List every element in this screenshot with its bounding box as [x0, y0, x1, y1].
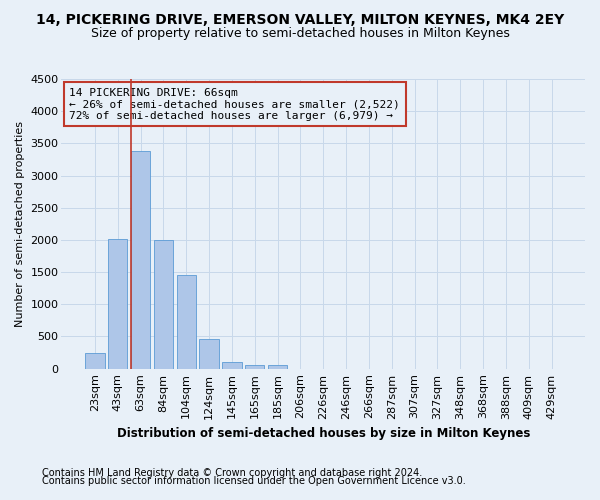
Text: Contains HM Land Registry data © Crown copyright and database right 2024.: Contains HM Land Registry data © Crown c…: [42, 468, 422, 477]
Bar: [176, 276, 196, 368]
Bar: [131, 151, 151, 368]
Bar: [222, 362, 242, 368]
Bar: [85, 352, 104, 368]
Text: Size of property relative to semi-detached houses in Milton Keynes: Size of property relative to semi-detach…: [91, 28, 509, 40]
Text: 14, PICKERING DRIVE, EMERSON VALLEY, MILTON KEYNES, MK4 2EY: 14, PICKERING DRIVE, EMERSON VALLEY, MIL…: [36, 12, 564, 26]
Bar: [154, 240, 173, 368]
Bar: [199, 339, 219, 368]
Y-axis label: Number of semi-detached properties: Number of semi-detached properties: [15, 121, 25, 327]
Bar: [108, 238, 127, 368]
X-axis label: Distribution of semi-detached houses by size in Milton Keynes: Distribution of semi-detached houses by …: [116, 427, 530, 440]
Bar: [268, 366, 287, 368]
Text: Contains public sector information licensed under the Open Government Licence v3: Contains public sector information licen…: [42, 476, 466, 486]
Text: 14 PICKERING DRIVE: 66sqm
← 26% of semi-detached houses are smaller (2,522)
72% : 14 PICKERING DRIVE: 66sqm ← 26% of semi-…: [70, 88, 400, 121]
Bar: [245, 365, 265, 368]
